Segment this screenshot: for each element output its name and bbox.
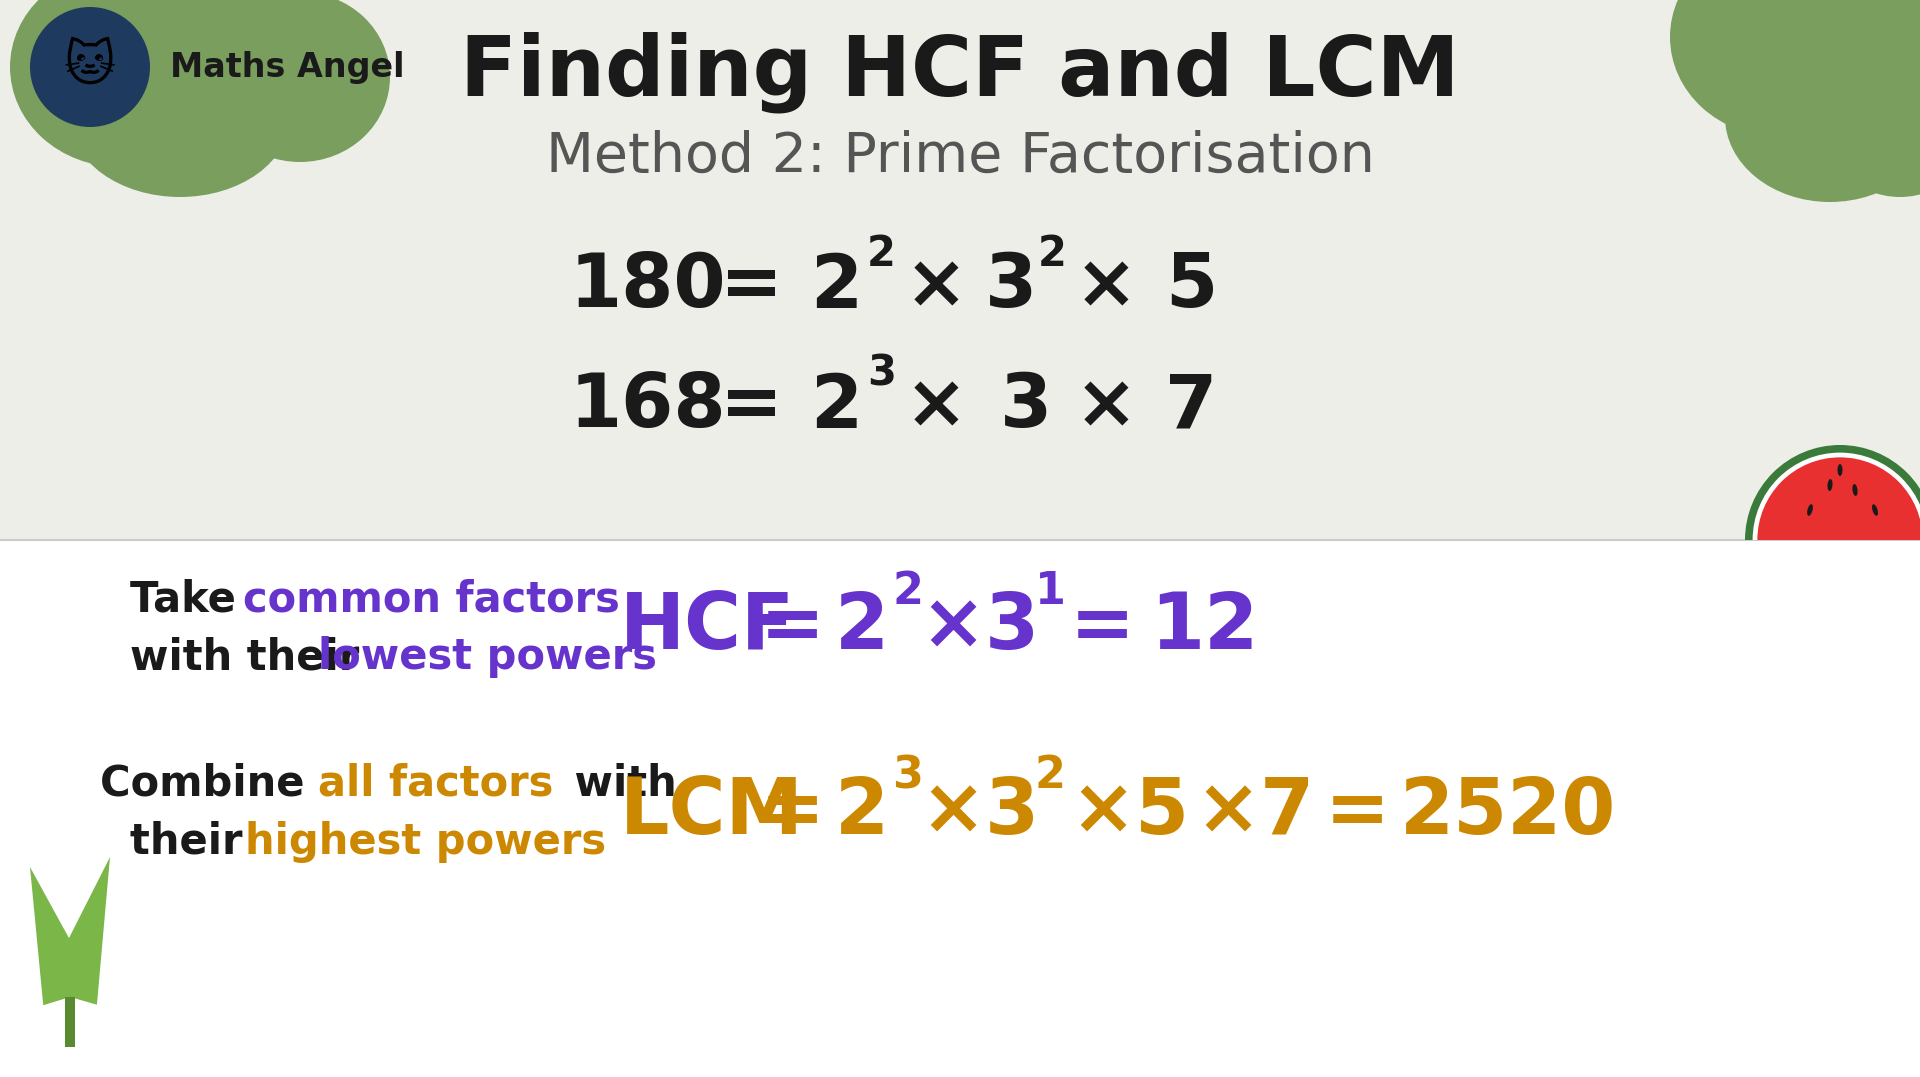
Text: 7: 7 — [1260, 774, 1315, 850]
Text: 5: 5 — [1135, 774, 1188, 850]
Ellipse shape — [1828, 479, 1832, 491]
Ellipse shape — [1807, 504, 1812, 516]
Text: 2: 2 — [1039, 233, 1068, 275]
Ellipse shape — [1853, 484, 1857, 495]
Text: Finding HCF and LCM: Finding HCF and LCM — [461, 31, 1459, 113]
Text: 3: 3 — [893, 755, 924, 797]
Text: lowest powers: lowest powers — [319, 637, 657, 679]
Bar — [0, 0, 1920, 540]
Circle shape — [31, 6, 150, 127]
Text: ×: × — [1075, 251, 1139, 323]
Ellipse shape — [1724, 32, 1920, 202]
Text: 3: 3 — [985, 774, 1039, 850]
Ellipse shape — [1872, 504, 1878, 516]
Text: =: = — [720, 251, 783, 323]
Text: ×: × — [1075, 370, 1139, 444]
Text: =: = — [1325, 774, 1390, 850]
Wedge shape — [1757, 458, 1920, 540]
Text: 180: 180 — [570, 251, 726, 323]
Text: ×: × — [1194, 774, 1260, 850]
Ellipse shape — [119, 0, 321, 127]
Text: Method 2: Prime Factorisation: Method 2: Prime Factorisation — [545, 130, 1375, 184]
Text: 168: 168 — [570, 370, 726, 444]
Ellipse shape — [1837, 464, 1843, 476]
Polygon shape — [42, 857, 109, 1005]
Text: ×: × — [904, 251, 968, 323]
Text: 2: 2 — [835, 589, 889, 665]
Ellipse shape — [10, 0, 230, 167]
Polygon shape — [65, 997, 75, 1047]
Ellipse shape — [69, 37, 290, 197]
Text: ×: × — [904, 370, 968, 444]
Text: 3: 3 — [985, 589, 1039, 665]
Ellipse shape — [1820, 37, 1920, 197]
Text: =: = — [1069, 589, 1135, 665]
Text: all factors: all factors — [319, 763, 553, 805]
Text: 3: 3 — [985, 251, 1037, 323]
Text: 2520: 2520 — [1400, 774, 1617, 850]
Text: 3: 3 — [868, 353, 897, 395]
Text: 🐱: 🐱 — [63, 43, 115, 90]
Polygon shape — [31, 867, 96, 1005]
Text: LCM: LCM — [620, 774, 804, 850]
Text: 2: 2 — [893, 570, 924, 613]
Ellipse shape — [209, 0, 390, 162]
Text: =: = — [760, 774, 826, 850]
Text: their: their — [131, 821, 257, 863]
Wedge shape — [1745, 445, 1920, 540]
Text: 2: 2 — [835, 774, 889, 850]
Text: 2: 2 — [810, 251, 862, 323]
Text: 2: 2 — [1035, 755, 1066, 797]
Text: with: with — [561, 763, 676, 805]
Wedge shape — [1753, 452, 1920, 540]
Text: HCF: HCF — [620, 589, 795, 665]
Text: 7: 7 — [1165, 370, 1217, 444]
Text: =: = — [760, 589, 826, 665]
Text: with their: with their — [131, 637, 374, 679]
Text: Combine: Combine — [100, 763, 319, 805]
Text: Take: Take — [131, 578, 250, 620]
Text: ×: × — [920, 589, 985, 665]
Text: 2: 2 — [868, 233, 897, 275]
Bar — [0, 540, 1920, 1077]
Text: 2: 2 — [810, 370, 862, 444]
Text: 1: 1 — [1035, 570, 1066, 613]
Text: ×: × — [920, 774, 985, 850]
Text: common factors: common factors — [244, 578, 620, 620]
Text: ×: × — [1069, 774, 1135, 850]
Ellipse shape — [1670, 0, 1889, 137]
Text: =: = — [720, 370, 783, 444]
Text: 3: 3 — [1000, 370, 1052, 444]
Text: Maths Angel: Maths Angel — [171, 51, 405, 84]
Text: highest powers: highest powers — [246, 821, 607, 863]
Ellipse shape — [1770, 0, 1920, 162]
Text: 5: 5 — [1165, 251, 1217, 323]
Text: 12: 12 — [1150, 589, 1258, 665]
